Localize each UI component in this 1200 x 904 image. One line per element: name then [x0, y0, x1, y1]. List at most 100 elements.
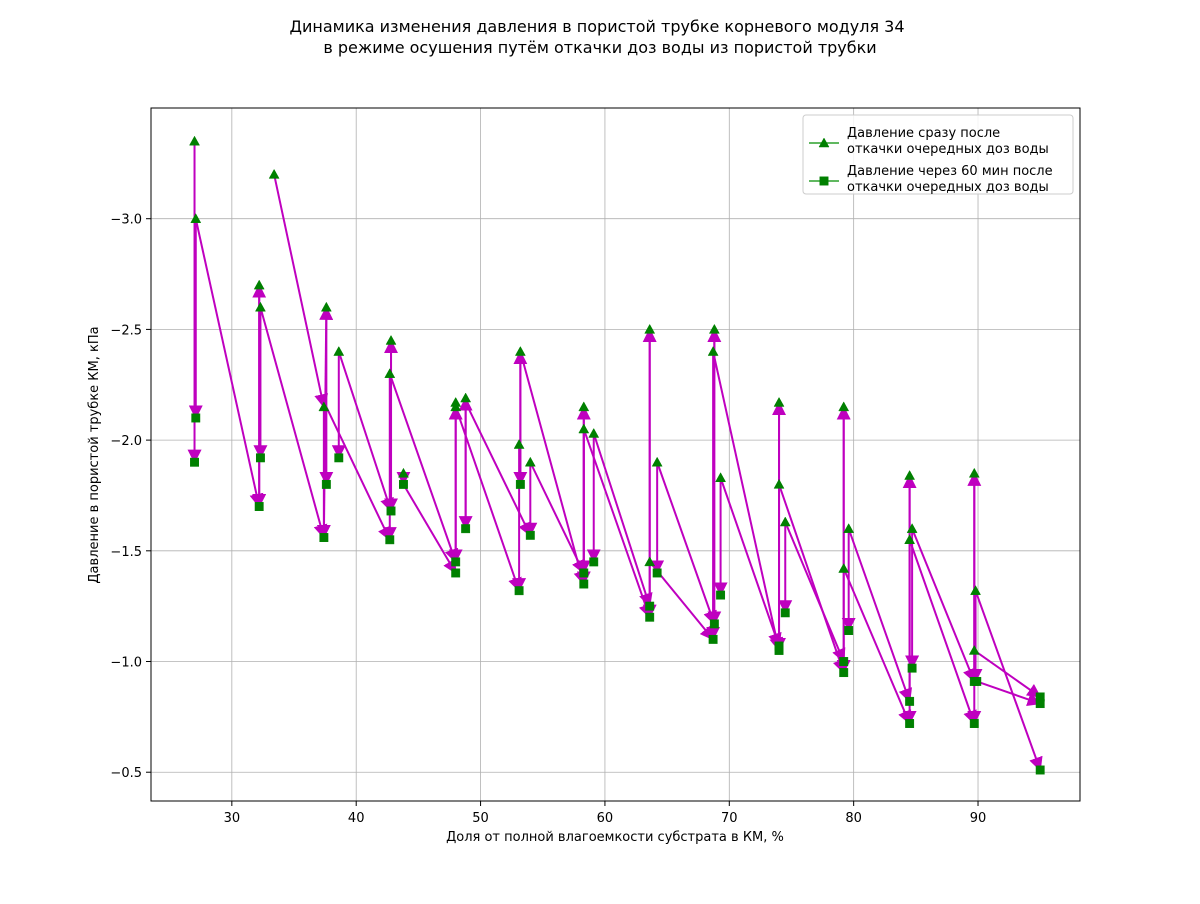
data-point-after-60-min [645, 601, 655, 611]
data-point-after-60-min [319, 533, 329, 542]
data-point-after-pumping [398, 467, 409, 478]
data-point-after-60-min [905, 719, 915, 728]
x-tick-label: 60 [597, 811, 614, 826]
data-point-after-pumping [708, 323, 720, 334]
grid [151, 108, 1080, 801]
transition-arrow [582, 428, 653, 619]
x-axis-label: Доля от полной влагоемкости субстрата в … [446, 830, 784, 845]
data-point-after-60-min [972, 676, 982, 686]
data-point-after-pumping [190, 213, 202, 223]
chart-title-line-2: в режиме осушения путём откачки доз воды… [323, 38, 876, 57]
data-point-after-pumping [838, 401, 850, 412]
data-point-after-60-min [774, 641, 784, 651]
transition-arrow [974, 590, 1043, 772]
data-point-after-pumping [253, 279, 265, 290]
y-tick-label: −1.0 [110, 656, 142, 671]
legend-square-marker [819, 176, 829, 186]
data-point-after-pumping [578, 423, 590, 434]
y-tick-label: −1.5 [110, 545, 142, 560]
data-point-after-pumping [588, 427, 600, 438]
data-point-after-60-min [191, 413, 201, 423]
data-point-after-pumping [333, 346, 345, 356]
data-point-after-60-min [579, 579, 589, 589]
data-point-after-pumping [773, 396, 785, 407]
data-point-after-pumping [514, 346, 526, 356]
data-point-after-60-min [254, 502, 264, 511]
transition-arrow [976, 680, 1042, 707]
data-point-after-pumping [715, 472, 727, 482]
data-point-after-pumping [318, 401, 330, 412]
data-point-after-60-min [579, 568, 589, 578]
data-point-after-60-min [652, 568, 662, 578]
data-point-after-pumping [970, 585, 981, 595]
data-point-after-60-min [844, 626, 854, 635]
data-point-after-60-min [589, 557, 599, 567]
data-point-after-pumping [644, 556, 656, 567]
y-tick-label: −0.5 [110, 766, 142, 781]
transition-arrow [656, 461, 717, 626]
data-point-after-pumping [779, 516, 791, 527]
transition-arrow [712, 351, 784, 652]
data-point-after-60-min [386, 506, 396, 516]
x-tick-label: 80 [845, 811, 862, 826]
x-tick-label: 40 [348, 811, 365, 826]
transition-arrow [778, 484, 847, 674]
data-point-after-pumping [320, 301, 332, 312]
legend: Давление сразу после откачки очередных до… [802, 114, 1074, 195]
data-point-after-pumping [906, 523, 918, 533]
data-point-after-pumping [843, 523, 855, 533]
data-point-after-pumping [385, 334, 397, 345]
chart-title-line-1: Динамика изменения давления в пористой т… [289, 17, 904, 36]
legend-triangle-marker [818, 137, 830, 148]
transition-arrow [973, 649, 1042, 698]
data-point-after-pumping [707, 346, 719, 356]
data-point-after-60-min [461, 524, 471, 534]
chart-title: Динамика изменения давления в пористой т… [289, 17, 904, 57]
data-point-after-60-min [780, 608, 790, 618]
data-point-after-60-min [514, 586, 524, 596]
data-point-after-pumping [578, 401, 590, 412]
data-point-after-60-min [321, 479, 331, 489]
data-point-after-60-min [716, 590, 726, 600]
data-point-after-pumping [450, 401, 462, 412]
x-tick-label: 30 [224, 811, 241, 826]
transition-arrow [719, 477, 782, 648]
data-point-after-pumping [384, 368, 396, 378]
y-tick-label: −2.0 [110, 434, 142, 449]
y-axis-label: Давление в пористой трубке КМ, кПа [87, 326, 102, 583]
data-point-after-pumping [644, 323, 656, 334]
plot-area-frame [150, 107, 1081, 802]
legend-box [802, 114, 1074, 195]
data-point-after-pumping [255, 301, 266, 312]
transition-arrow [194, 218, 264, 508]
data-point-after-pumping [513, 439, 525, 449]
transition-arrow [402, 483, 457, 575]
data-point-after-60-min [645, 612, 655, 622]
data-point-after-60-min [385, 535, 395, 545]
markers-layer [189, 135, 1045, 775]
transition-arrow [784, 521, 846, 663]
data-point-after-pumping [904, 470, 916, 480]
transition-arrow [707, 328, 722, 640]
data-point-after-60-min [334, 453, 344, 463]
data-point-after-pumping [651, 456, 663, 467]
data-point-after-60-min [907, 663, 917, 673]
data-point-after-pumping [904, 534, 916, 544]
transition-arrow [842, 568, 912, 725]
transition-arrow [273, 174, 329, 409]
data-point-after-60-min [905, 696, 915, 706]
data-point-after-60-min [1035, 765, 1045, 775]
data-point-after-pumping [524, 456, 536, 467]
data-point-after-pumping [968, 467, 980, 478]
legend-entry-label: Давление сразу после откачки очередных до… [847, 126, 1049, 157]
transition-arrow [519, 351, 588, 586]
data-point-after-60-min [451, 557, 461, 567]
ticks-layer: 30 40 50 60 70 80 90 −3.0 −2.5 −2.0 −1.5 −1.0 −0.5 [110, 213, 986, 826]
y-tick-label: −2.5 [110, 323, 142, 338]
x-tick-label: 90 [970, 811, 987, 826]
data-point-after-pumping [268, 168, 280, 179]
data-point-after-60-min [255, 453, 265, 463]
data-point-after-pumping [773, 478, 785, 489]
